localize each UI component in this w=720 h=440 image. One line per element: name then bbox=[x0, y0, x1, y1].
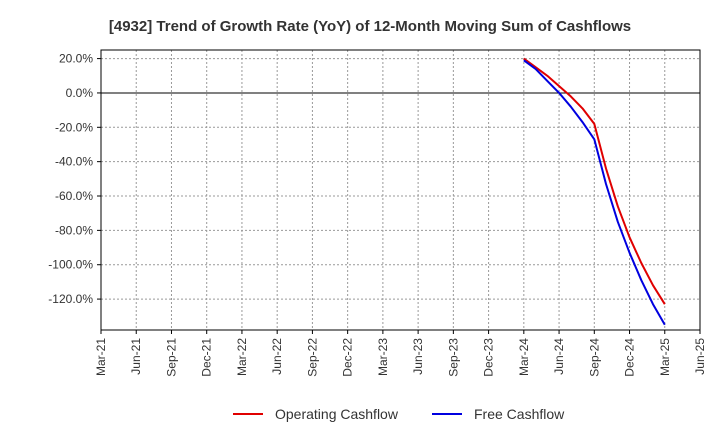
x-tick-label: Dec-21 bbox=[200, 338, 214, 377]
x-tick-label: Jun-21 bbox=[129, 338, 143, 375]
x-axis-ticks: Mar-21 Jun-21 Sep-21 Dec-21 Mar-22 Jun-22 Sep-… bbox=[94, 330, 707, 377]
x-tick-label: Jun-24 bbox=[552, 338, 566, 375]
series-lines bbox=[523, 57, 666, 326]
y-tick-label: -20.0% bbox=[55, 120, 93, 134]
y-tick-label: -100.0% bbox=[48, 258, 93, 272]
y-tick-label: -60.0% bbox=[55, 189, 93, 203]
y-tick-label: 0.0% bbox=[66, 86, 94, 100]
x-tick-label: Sep-24 bbox=[587, 338, 601, 377]
y-tick-label: -120.0% bbox=[48, 292, 93, 306]
x-tick-label: Sep-23 bbox=[446, 338, 460, 377]
y-axis-ticks: 20.0% 0.0% -20.0% -40.0% -60.0% -80.0% -100.0%… bbox=[48, 52, 101, 306]
series-line-operating-cashflow bbox=[523, 57, 666, 305]
grid-lines bbox=[101, 50, 700, 330]
y-tick-label: -40.0% bbox=[55, 155, 93, 169]
x-tick-label: Mar-25 bbox=[658, 338, 672, 376]
x-tick-label: Mar-22 bbox=[235, 338, 249, 376]
x-tick-label: Mar-24 bbox=[517, 338, 531, 376]
legend-label: Operating Cashflow bbox=[275, 406, 399, 422]
y-tick-label: 20.0% bbox=[59, 52, 93, 66]
legend-label: Free Cashflow bbox=[474, 406, 565, 422]
legend: Operating Cashflow Free Cashflow bbox=[233, 406, 565, 422]
x-tick-label: Mar-21 bbox=[94, 338, 108, 376]
x-tick-label: Dec-23 bbox=[482, 338, 496, 377]
x-tick-label: Jun-25 bbox=[693, 338, 707, 375]
y-tick-label: -80.0% bbox=[55, 223, 93, 237]
x-tick-label: Mar-23 bbox=[376, 338, 390, 376]
x-tick-label: Dec-22 bbox=[341, 338, 355, 377]
x-tick-label: Jun-22 bbox=[270, 338, 284, 375]
x-tick-label: Sep-21 bbox=[164, 338, 178, 377]
x-tick-label: Dec-24 bbox=[623, 338, 637, 377]
x-tick-label: Jun-23 bbox=[411, 338, 425, 375]
plot-area bbox=[100, 49, 701, 331]
chart-title: [4932] Trend of Growth Rate (YoY) of 12-… bbox=[109, 18, 631, 35]
x-tick-label: Sep-22 bbox=[305, 338, 319, 377]
series-line-free-cashflow bbox=[523, 59, 666, 326]
